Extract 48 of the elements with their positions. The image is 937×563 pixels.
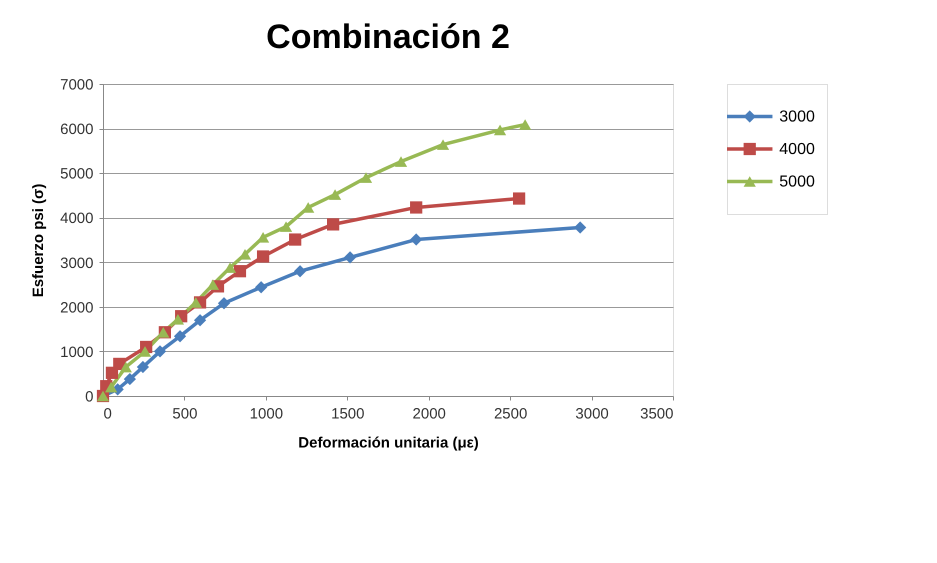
y-tick-label: 1000 xyxy=(60,344,94,361)
x-tick-label: 3000 xyxy=(575,406,609,422)
legend-label: 3000 xyxy=(779,108,815,126)
y-tick-label: 2000 xyxy=(60,299,94,316)
point xyxy=(105,382,118,392)
point xyxy=(436,139,450,150)
point xyxy=(234,265,246,278)
point xyxy=(174,330,186,342)
point xyxy=(120,362,132,372)
y-tick-label: 4000 xyxy=(60,210,94,228)
point xyxy=(410,201,422,214)
x-tick-label: 0 xyxy=(104,406,112,422)
point xyxy=(512,192,526,205)
point xyxy=(289,233,302,246)
x-axis-title: Deformación unitaria (με) xyxy=(298,434,479,452)
point xyxy=(574,221,586,234)
point xyxy=(154,345,166,358)
x-tick-label: 2000 xyxy=(412,406,446,422)
legend-label: 5000 xyxy=(779,174,815,190)
x-tick-label: 1500 xyxy=(331,406,364,422)
point xyxy=(344,251,356,264)
point xyxy=(519,119,532,130)
point xyxy=(494,124,506,136)
y-tick-label: 3000 xyxy=(60,254,94,272)
point xyxy=(255,281,268,294)
y-axis-title: Esfuerzo psi (σ) xyxy=(30,184,48,298)
point xyxy=(280,221,292,232)
y-tick-label: 6000 xyxy=(60,121,94,138)
x-tick-label: 2500 xyxy=(494,406,528,422)
point xyxy=(394,156,408,167)
point xyxy=(294,265,306,278)
legend-label: 4000 xyxy=(779,141,815,158)
y-tick-label: 0 xyxy=(85,388,94,406)
chart-title: Combinación 2 xyxy=(266,18,510,56)
point xyxy=(360,172,372,183)
point xyxy=(326,218,340,231)
x-tick-label: 500 xyxy=(172,406,198,422)
point xyxy=(194,314,206,326)
point xyxy=(410,233,422,246)
point xyxy=(136,360,150,374)
y-tick-label: 5000 xyxy=(60,166,94,183)
y-tick-label: 7000 xyxy=(60,76,94,94)
point xyxy=(256,250,270,263)
x-tick-label: 3500 xyxy=(640,406,674,422)
point xyxy=(328,189,342,200)
point xyxy=(218,297,230,310)
x-tick-label: 1000 xyxy=(250,406,284,422)
point xyxy=(124,372,136,386)
